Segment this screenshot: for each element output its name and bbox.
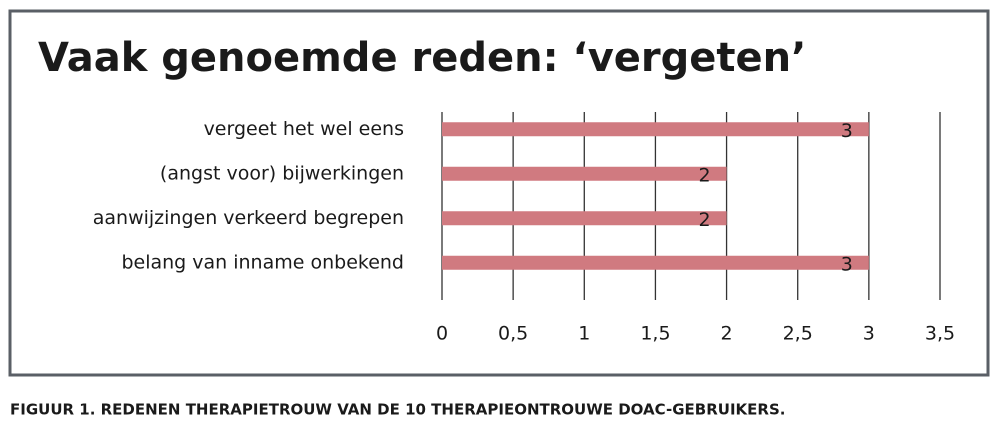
value-label: 3 — [841, 120, 853, 142]
x-tick-label: 1 — [578, 323, 590, 345]
x-tick-label: 2,5 — [783, 323, 813, 345]
x-tick-label: 0,5 — [498, 323, 528, 345]
x-tick-label: 0 — [436, 323, 448, 345]
value-label: 2 — [699, 209, 711, 231]
value-label: 3 — [841, 253, 853, 275]
y-tick-label: belang van inname onbekend — [121, 251, 404, 273]
y-tick-label: vergeet het wel eens — [204, 118, 404, 140]
y-tick-label: (angst voor) bijwerkingen — [160, 162, 404, 184]
frame — [8, 9, 990, 377]
bar — [442, 211, 727, 226]
y-tick-label: aanwijzingen verkeerd begrepen — [93, 207, 404, 229]
bar — [442, 166, 727, 181]
bar — [442, 122, 869, 137]
x-tick-label: 2 — [721, 323, 733, 345]
bar — [442, 255, 869, 270]
x-tick-label: 1,5 — [640, 323, 670, 345]
value-label: 2 — [699, 164, 711, 186]
x-tick-label: 3 — [863, 323, 875, 345]
chart-title: Vaak genoemde reden: ‘vergeten’ — [38, 35, 806, 81]
x-tick-label: 3,5 — [925, 323, 955, 345]
caption: FIGUUR 1. REDENEN THERAPIETROUW VAN DE 1… — [10, 401, 785, 419]
